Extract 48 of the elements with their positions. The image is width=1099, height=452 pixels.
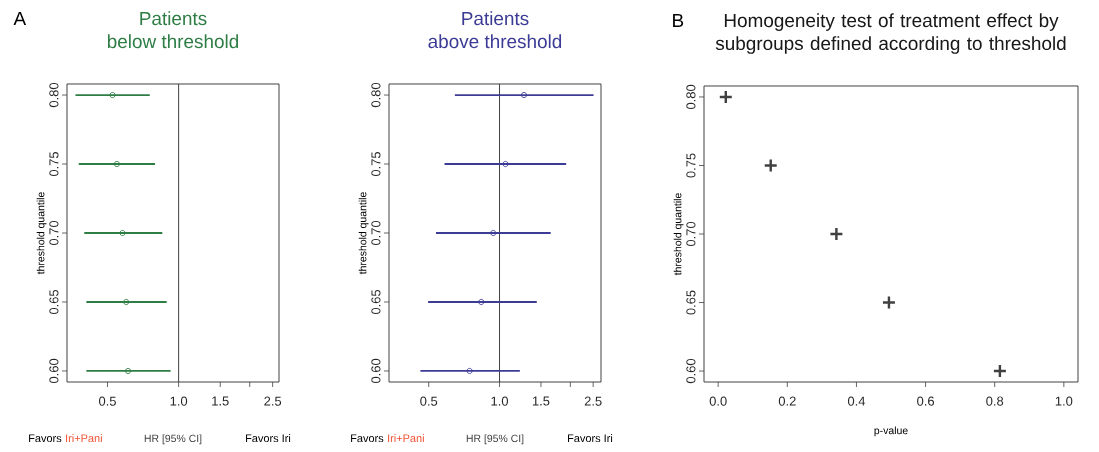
x-tick-label: 1.5 (532, 396, 550, 406)
chart-subtitle: above threshold (428, 34, 562, 49)
chart-title: Patients (462, 11, 529, 26)
y-tick-label: 0.75 (371, 151, 381, 177)
x-tick-label: 1.0 (170, 396, 188, 406)
chart-title: Patients (140, 11, 207, 26)
y-axis-title: threshold quantile (673, 193, 684, 276)
y-tick-label: 0.65 (49, 289, 59, 315)
x-tick-label: 2.5 (584, 396, 602, 406)
x-tick-label: 0.6 (917, 396, 935, 406)
chart-title: Homogeneity test of treatment effect by subgroups defined according to threshold (715, 13, 1066, 54)
y-tick-label: 0.70 (371, 220, 381, 246)
text: Iri+Pani (66, 434, 102, 443)
y-tick-label: 0.75 (49, 151, 59, 177)
text: Favors Iri (568, 434, 613, 443)
text: Favors (351, 434, 384, 443)
text: Iri+Pani (388, 434, 424, 443)
text: Favors (29, 434, 62, 443)
x-tick-label: 0.0 (709, 396, 727, 406)
y-tick-label: 0.65 (686, 290, 696, 315)
x-tick-label: 0.4 (847, 396, 866, 406)
x-tick-label: 1.0 (491, 396, 509, 406)
text: A (13, 11, 27, 25)
y-tick-label: 0.75 (686, 153, 696, 178)
y-tick-label: 0.60 (49, 358, 59, 384)
x-tick-label: 0.5 (420, 396, 438, 406)
x-axis-title: p-value (874, 426, 908, 437)
y-tick-label: 0.65 (371, 289, 381, 315)
y-tick-label: 0.60 (371, 358, 381, 384)
x-tick-label: 1.0 (1055, 396, 1073, 406)
y-tick-label: 0.80 (686, 84, 696, 110)
text: Favors Iri (246, 434, 291, 443)
y-axis-title: threshold quantile (36, 192, 47, 275)
x-axis-title: HR [95% CI] (466, 434, 524, 445)
y-tick-label: 0.80 (49, 82, 59, 108)
y-tick-label: 0.70 (49, 220, 59, 246)
y-tick-label: 0.60 (686, 358, 696, 384)
x-tick-label: 1.5 (212, 396, 229, 406)
x-tick-label: 0.5 (98, 396, 116, 406)
chart-subtitle: below threshold (107, 34, 239, 49)
y-tick-label: 0.70 (686, 221, 696, 247)
x-tick-label: 0.2 (778, 396, 796, 406)
text: B (673, 13, 684, 27)
y-axis-title: threshold quantile (358, 192, 369, 275)
y-tick-label: 0.80 (371, 82, 381, 108)
x-tick-label: 2.5 (264, 396, 282, 406)
x-axis-title: HR [95% CI] (144, 434, 202, 445)
x-tick-label: 0.8 (986, 396, 1004, 406)
